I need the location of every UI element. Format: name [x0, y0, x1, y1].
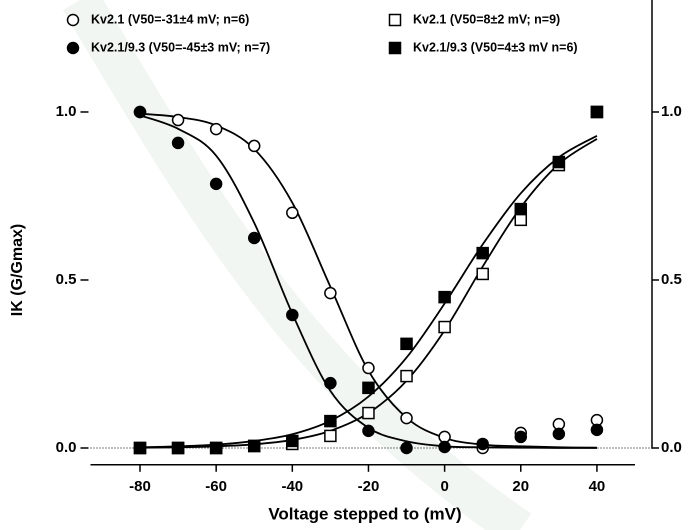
- data-point: [324, 429, 337, 443]
- x-tick-label: 40: [589, 478, 606, 495]
- data-point: [400, 369, 413, 383]
- data-point: [133, 105, 147, 119]
- legend-marker: [388, 41, 402, 55]
- data-point: [514, 213, 528, 227]
- y-tick-label: 1.0: [56, 103, 77, 120]
- data-point: [324, 286, 337, 300]
- x-tick-label: 20: [512, 478, 529, 495]
- x-tick-label: 0: [440, 478, 448, 495]
- y2-tick-label: 0.0: [661, 439, 682, 456]
- data-point: [362, 406, 375, 420]
- data-point: [514, 202, 528, 216]
- data-point: [133, 441, 147, 455]
- data-point: [209, 122, 223, 136]
- legend-label: Kv2.1/9.3 (V50=4±3 mV n=6): [413, 40, 578, 54]
- y-tick-label: 0.0: [56, 439, 77, 456]
- data-point: [247, 139, 261, 153]
- y2-tick-label: 0.5: [661, 271, 682, 288]
- data-point: [171, 136, 185, 150]
- data-point: [362, 424, 375, 438]
- data-point: [286, 308, 299, 322]
- data-point: [362, 381, 375, 395]
- x-tick-label: -40: [281, 478, 303, 495]
- y-tick-label: 0.5: [56, 271, 77, 288]
- data-point: [286, 434, 299, 448]
- data-point: [286, 206, 299, 220]
- data-point: [400, 411, 413, 425]
- data-point: [362, 361, 375, 375]
- data-point: [400, 337, 413, 351]
- x-axis-title: Voltage stepped to (mV): [268, 504, 461, 523]
- data-point: [590, 105, 604, 119]
- fit-curve: [139, 114, 597, 449]
- data-point: [438, 290, 451, 304]
- data-point: [324, 376, 337, 390]
- x-tick-label: -60: [205, 478, 227, 495]
- data-point: [590, 423, 604, 437]
- legend-marker: [66, 13, 80, 27]
- legend-label: Kv2.1 (V50=-31±4 mV; n=6): [91, 12, 249, 26]
- y2-tick-label: 1.0: [661, 103, 682, 120]
- data-point: [438, 320, 451, 334]
- legend-marker: [66, 41, 80, 55]
- x-tick-label: -80: [129, 478, 151, 495]
- data-point: [400, 441, 413, 455]
- data-point: [247, 231, 261, 245]
- x-tick-label: -20: [358, 478, 380, 495]
- y-axis-title: IK (G/Gmax): [9, 224, 26, 316]
- data-point: [476, 437, 489, 451]
- data-point: [209, 441, 223, 455]
- legend-marker: [388, 13, 402, 27]
- data-point: [209, 177, 223, 191]
- data-point: [476, 267, 489, 281]
- data-point: [552, 427, 566, 441]
- data-point: [324, 414, 337, 428]
- data-point: [476, 246, 489, 260]
- legend-label: Kv2.1/9.3 (V50=-45±3 mV; n=7): [91, 40, 270, 54]
- legend-label: Kv2.1 (V50=8±2 mV; n=9): [413, 12, 560, 26]
- data-point: [171, 113, 185, 127]
- data-point: [247, 439, 261, 453]
- data-point: [514, 430, 528, 444]
- data-point: [552, 155, 566, 169]
- data-point: [438, 440, 451, 454]
- data-point: [171, 441, 185, 455]
